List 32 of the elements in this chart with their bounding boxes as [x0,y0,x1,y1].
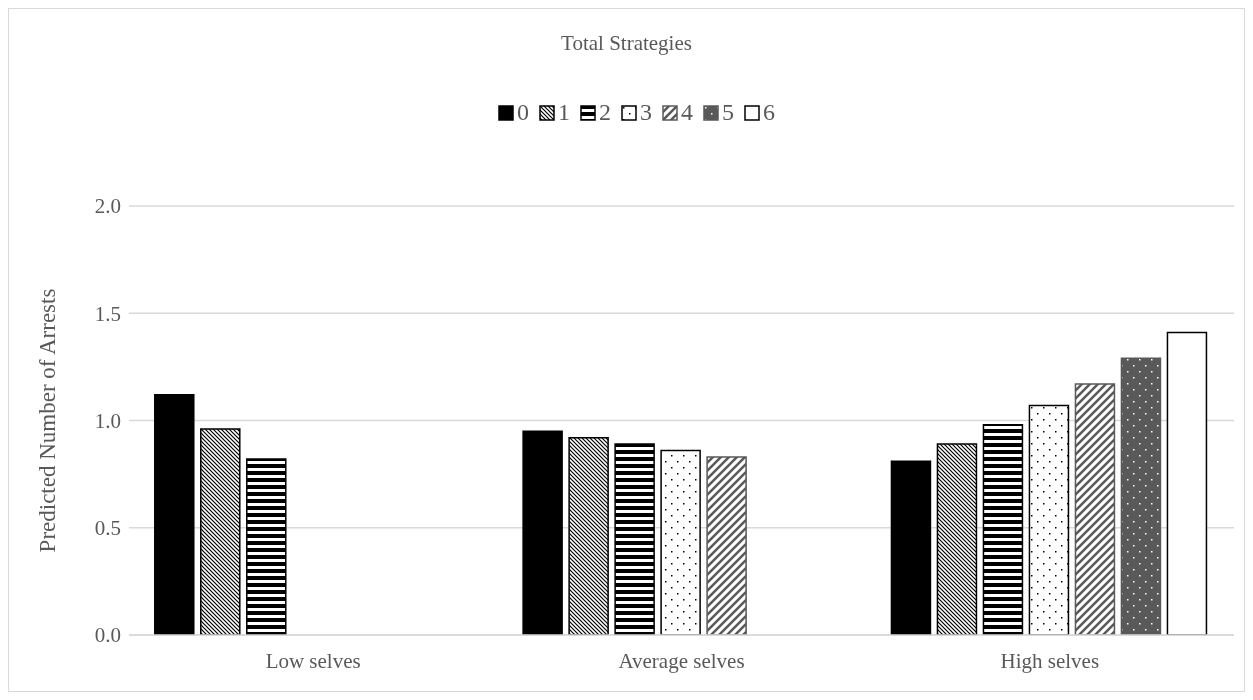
y-tick-label: 1.0 [94,408,121,433]
bar [568,436,609,635]
y-axis-title: Predicted Number of Arrests [35,288,61,553]
bar [660,449,701,635]
bar [246,458,287,635]
x-tick-label: Average selves [618,648,745,673]
bar [200,428,241,635]
bar [1120,357,1162,635]
y-tick-label: 0.5 [94,516,121,541]
bar [936,443,978,635]
legend-label: 3 [640,99,652,126]
legend-label: 1 [558,99,570,126]
bar [154,394,195,635]
legend-label: 4 [681,99,693,126]
x-tick-label: High selves [1000,648,1100,673]
legend-label: 0 [517,99,529,126]
legend-label: 5 [722,99,734,126]
legend-label: 2 [599,99,611,126]
bar [614,443,655,635]
bar [706,456,747,635]
bar [982,424,1024,635]
bar [1074,383,1116,635]
y-tick-label: 2.0 [94,194,121,219]
legend-title: Total Strategies [560,31,693,56]
bar [1028,404,1070,635]
bar [890,460,932,635]
y-tick-label: 1.5 [94,301,121,326]
y-tick-label: 0.0 [94,623,121,648]
x-tick-label: Low selves [265,648,361,673]
bar [1166,331,1208,635]
bar [522,430,563,635]
legend-label: 6 [763,99,775,126]
